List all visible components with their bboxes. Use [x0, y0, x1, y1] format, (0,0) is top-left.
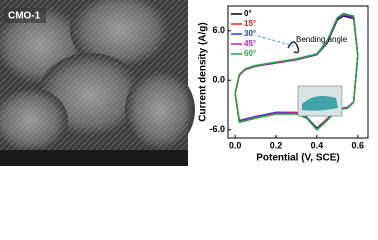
x-tick-label: 0.0	[229, 140, 242, 150]
plot-frame	[227, 5, 369, 139]
x-axis-label: Potential (V, SCE)	[256, 153, 340, 164]
legend-label: 15°	[244, 19, 256, 28]
legend-label: 45°	[244, 39, 256, 48]
cv-curve	[234, 12, 359, 131]
sem-label: CMO-1	[8, 11, 41, 22]
inset-photo	[257, 35, 343, 117]
legend-label: 0°	[244, 9, 252, 18]
x-tick-label: 0.6	[352, 140, 365, 150]
legend-label: 60°	[244, 49, 256, 58]
y-axis-label: Current density (A/g)	[198, 22, 209, 121]
y-tick-label: 0.0	[212, 75, 225, 85]
x-tick-label: 0.4	[311, 140, 324, 150]
figure: CMO-1 -6.0 0.0 6.0 0.0 0.2 0.4 0.6 Potential (V…	[0, 0, 369, 166]
y-tick-label: 6.0	[212, 25, 225, 35]
y-tick-label: -6.0	[209, 124, 225, 134]
legend-label: 30°	[244, 29, 256, 38]
annotation: Bending angle	[296, 35, 348, 44]
x-tick-label: 0.2	[270, 140, 283, 150]
sem-image: CMO-1	[0, 0, 195, 166]
